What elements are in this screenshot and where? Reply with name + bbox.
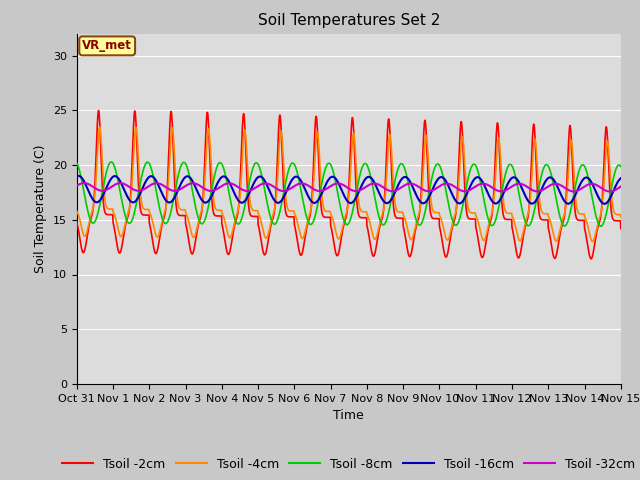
Tsoil -2cm: [247, 213, 255, 219]
Line: Tsoil -16cm: Tsoil -16cm: [77, 176, 621, 204]
Tsoil -32cm: [606, 189, 614, 194]
Tsoil -4cm: [589, 239, 596, 244]
Tsoil -8cm: [73, 160, 81, 166]
Tsoil -4cm: [140, 206, 148, 212]
Text: VR_met: VR_met: [82, 39, 132, 52]
Line: Tsoil -2cm: Tsoil -2cm: [77, 110, 621, 259]
Tsoil -8cm: [478, 187, 486, 193]
Tsoil -8cm: [87, 218, 95, 224]
Tsoil -16cm: [617, 175, 625, 181]
Tsoil -4cm: [252, 208, 260, 214]
Line: Tsoil -4cm: Tsoil -4cm: [77, 127, 621, 241]
Tsoil -32cm: [80, 180, 88, 186]
Tsoil -16cm: [478, 178, 486, 184]
Tsoil -8cm: [597, 223, 605, 229]
Tsoil -16cm: [88, 194, 95, 200]
Tsoil -16cm: [319, 188, 326, 194]
Tsoil -32cm: [478, 181, 486, 187]
Tsoil -2cm: [140, 212, 148, 218]
Tsoil -16cm: [73, 174, 81, 180]
Tsoil -8cm: [617, 164, 625, 169]
Tsoil -4cm: [478, 235, 486, 241]
Tsoil -32cm: [319, 188, 326, 193]
Tsoil -8cm: [140, 164, 148, 170]
Tsoil -32cm: [140, 186, 148, 192]
Tsoil -4cm: [247, 204, 255, 210]
Tsoil -4cm: [96, 124, 104, 130]
Tsoil -8cm: [252, 160, 260, 166]
Y-axis label: Soil Temperature (C): Soil Temperature (C): [35, 144, 47, 273]
Tsoil -16cm: [247, 186, 255, 192]
Tsoil -4cm: [73, 208, 81, 214]
Tsoil -16cm: [75, 173, 83, 179]
Tsoil -8cm: [319, 176, 326, 181]
Tsoil -32cm: [252, 184, 260, 190]
Tsoil -16cm: [252, 177, 260, 182]
Tsoil -16cm: [140, 182, 148, 188]
Tsoil -2cm: [252, 214, 260, 219]
Tsoil -32cm: [73, 183, 81, 189]
Tsoil -2cm: [588, 256, 595, 262]
Tsoil -2cm: [87, 216, 95, 221]
Tsoil -4cm: [87, 212, 95, 218]
Legend: Tsoil -2cm, Tsoil -4cm, Tsoil -8cm, Tsoil -16cm, Tsoil -32cm: Tsoil -2cm, Tsoil -4cm, Tsoil -8cm, Tsoi…: [57, 453, 640, 476]
Line: Tsoil -32cm: Tsoil -32cm: [77, 183, 621, 192]
Tsoil -32cm: [247, 187, 255, 193]
Tsoil -4cm: [319, 201, 326, 207]
X-axis label: Time: Time: [333, 409, 364, 422]
Tsoil -8cm: [108, 159, 115, 165]
Tsoil -2cm: [95, 108, 102, 113]
Line: Tsoil -8cm: Tsoil -8cm: [77, 162, 621, 226]
Tsoil -8cm: [247, 171, 255, 177]
Tsoil -32cm: [88, 183, 95, 189]
Tsoil -2cm: [319, 213, 326, 218]
Tsoil -2cm: [617, 226, 625, 231]
Tsoil -2cm: [478, 254, 486, 260]
Tsoil -32cm: [617, 184, 625, 190]
Tsoil -2cm: [73, 219, 81, 225]
Tsoil -16cm: [600, 201, 608, 207]
Title: Soil Temperatures Set 2: Soil Temperatures Set 2: [258, 13, 440, 28]
Tsoil -4cm: [617, 214, 625, 220]
